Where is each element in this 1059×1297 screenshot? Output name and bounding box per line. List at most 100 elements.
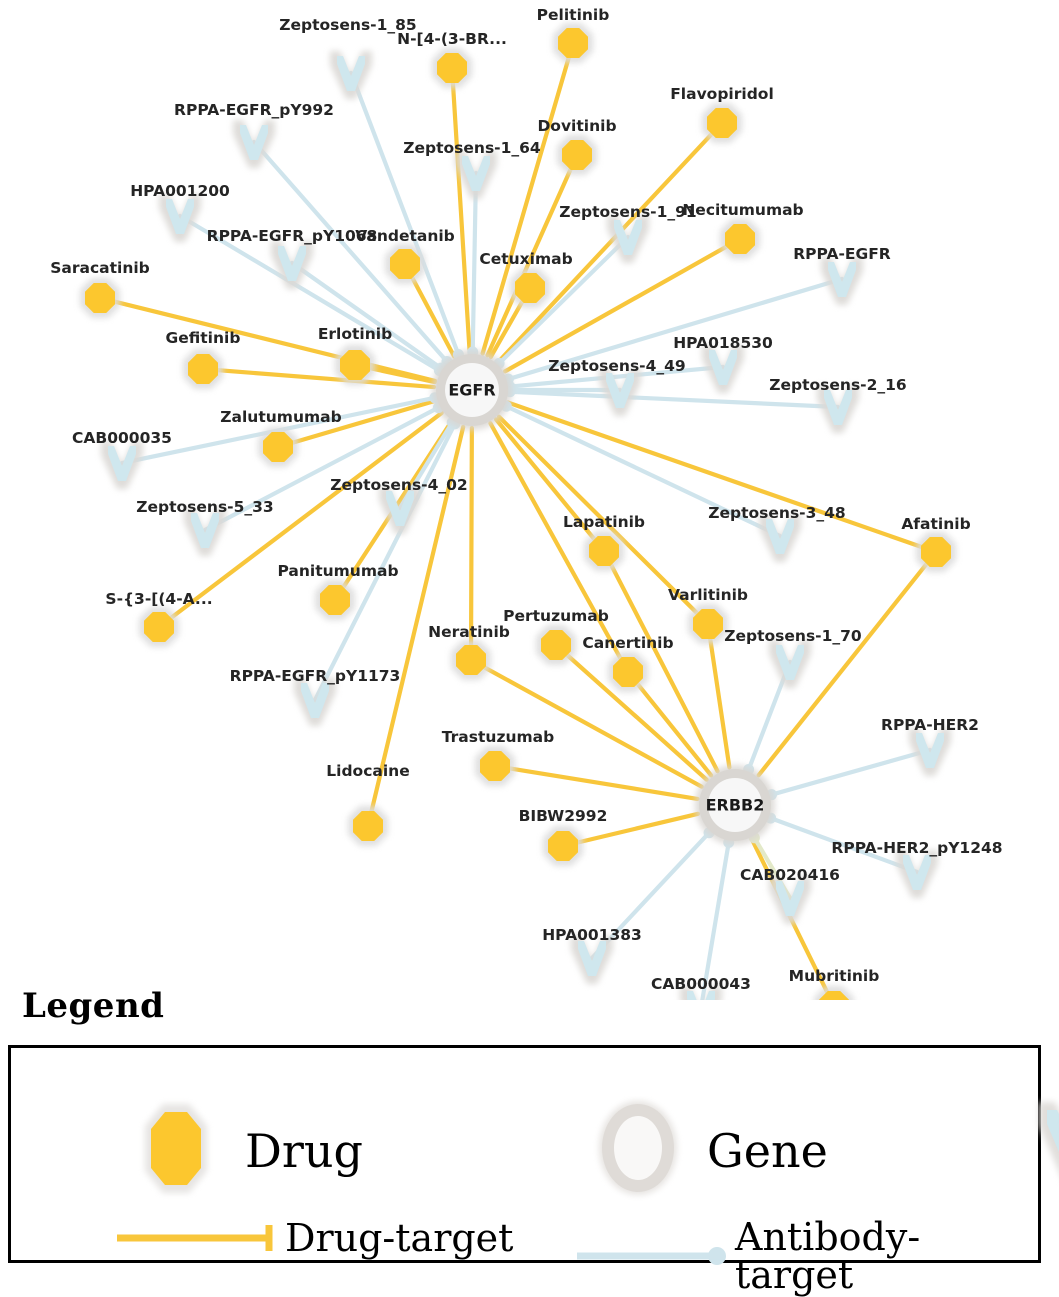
drug-node-shape[interactable] [819, 991, 849, 1000]
drug-node-shape[interactable] [144, 612, 174, 642]
drug-node-shape[interactable] [707, 108, 737, 138]
antibody-node[interactable] [233, 120, 275, 168]
edge-antibody [497, 234, 631, 366]
gene-node[interactable] [695, 765, 775, 845]
drug-node[interactable] [432, 48, 472, 88]
drug-node[interactable] [510, 268, 550, 308]
drug-node-shape[interactable] [188, 354, 218, 384]
antibody-node-shape[interactable] [776, 881, 804, 916]
antibody-node[interactable] [330, 51, 372, 99]
drug-node-shape[interactable] [515, 273, 545, 303]
drug-node[interactable] [451, 640, 491, 680]
antibody-node-shape[interactable] [108, 446, 136, 481]
gene-node[interactable] [432, 350, 512, 430]
drug-node-shape[interactable] [340, 350, 370, 380]
antibody-node-shape[interactable] [687, 991, 715, 1000]
drug-node[interactable] [139, 607, 179, 647]
antibody-node-shape[interactable] [166, 199, 194, 234]
nodes-layer[interactable] [80, 23, 956, 1000]
antibody-node[interactable] [680, 986, 722, 1000]
antibody-node[interactable] [101, 441, 143, 489]
antibody-node-shape[interactable] [606, 373, 634, 408]
antibody-node-shape[interactable] [278, 246, 306, 281]
drug-node-shape[interactable] [921, 537, 951, 567]
antibody-node[interactable] [759, 514, 801, 562]
drug-node[interactable] [553, 23, 593, 63]
antibody-node[interactable] [909, 728, 951, 776]
drug-node-shape[interactable] [613, 657, 643, 687]
drug-node[interactable] [720, 219, 760, 259]
drug-node-shape[interactable] [320, 585, 350, 615]
gene-node-core[interactable] [445, 363, 499, 417]
drug-node[interactable] [475, 746, 515, 786]
antibody-node-shape[interactable] [462, 156, 490, 191]
drug-node[interactable] [80, 278, 120, 318]
antibody-node-shape[interactable] [386, 491, 414, 526]
legend-item-antibody-target: Antibody-target [571, 1218, 1038, 1294]
drug-node[interactable] [688, 604, 728, 644]
antibody-node[interactable] [379, 486, 421, 534]
network-svg[interactable]: Pelitinib N-[4-(3-BR... Flavopiridol Doviti… [0, 0, 1059, 1000]
drug-node-shape[interactable] [725, 224, 755, 254]
antibody-node[interactable] [821, 257, 863, 305]
edge-drug [488, 421, 631, 675]
antibody-node-shape[interactable] [766, 519, 794, 554]
drug-node[interactable] [536, 625, 576, 665]
antibody-node[interactable] [607, 215, 649, 263]
antibody-node-shape[interactable] [776, 645, 804, 680]
antibody-node[interactable] [896, 850, 938, 898]
antibody-node[interactable] [271, 241, 313, 289]
drug-node-shape[interactable] [693, 609, 723, 639]
antibody-node-shape[interactable] [191, 513, 219, 548]
drug-node[interactable] [335, 345, 375, 385]
antibody-node-shape[interactable] [824, 390, 852, 425]
drug-node-shape[interactable] [541, 630, 571, 660]
antibody-node[interactable] [294, 678, 336, 726]
drug-node[interactable] [183, 349, 223, 389]
drug-node-shape[interactable] [548, 831, 578, 861]
antibody-node-shape[interactable] [614, 220, 642, 255]
drug-node[interactable] [702, 103, 742, 143]
drug-node-shape[interactable] [456, 645, 486, 675]
drug-node-shape[interactable] [480, 751, 510, 781]
drug-node[interactable] [385, 244, 425, 284]
antibody-node[interactable] [769, 640, 811, 688]
drug-node[interactable] [348, 806, 388, 846]
gene-node-label: EGFR [448, 381, 495, 400]
drug-node-shape[interactable] [562, 140, 592, 170]
antibody-node[interactable] [769, 876, 811, 924]
antibody-node[interactable] [702, 345, 744, 393]
antibody-node[interactable] [817, 385, 859, 433]
drug-node[interactable] [584, 531, 624, 571]
antibody-node[interactable] [159, 194, 201, 242]
gene-node-core[interactable] [708, 778, 762, 832]
antibody-node-shape[interactable] [301, 683, 329, 718]
antibody-node-shape[interactable] [240, 125, 268, 160]
drug-node[interactable] [315, 580, 355, 620]
antibody-node-shape[interactable] [903, 855, 931, 890]
antibody-node[interactable] [184, 508, 226, 556]
drug-node-shape[interactable] [390, 249, 420, 279]
antibody-node-shape[interactable] [828, 262, 856, 297]
drug-node-shape[interactable] [263, 432, 293, 462]
drug-node-shape[interactable] [353, 811, 383, 841]
antibody-node[interactable] [571, 936, 613, 984]
drug-node[interactable] [543, 826, 583, 866]
drug-node-shape[interactable] [558, 28, 588, 58]
antibody-node-shape[interactable] [916, 733, 944, 768]
drug-node-shape[interactable] [437, 53, 467, 83]
drug-node[interactable] [557, 135, 597, 175]
antibody-node[interactable] [599, 368, 641, 416]
drug-node-shape[interactable] [589, 536, 619, 566]
drug-node[interactable] [258, 427, 298, 467]
antibody-node-shape[interactable] [578, 941, 606, 976]
antibody-icon [1021, 1096, 1059, 1205]
antibody-node-shape[interactable] [337, 56, 365, 91]
drug-node[interactable] [608, 652, 648, 692]
antibody-node[interactable] [455, 151, 497, 199]
drug-node[interactable] [814, 986, 854, 1000]
network-graph-canvas[interactable]: Pelitinib N-[4-(3-BR... Flavopiridol Doviti… [0, 0, 1059, 1000]
drug-node-shape[interactable] [85, 283, 115, 313]
drug-node[interactable] [916, 532, 956, 572]
antibody-node-shape[interactable] [709, 350, 737, 385]
